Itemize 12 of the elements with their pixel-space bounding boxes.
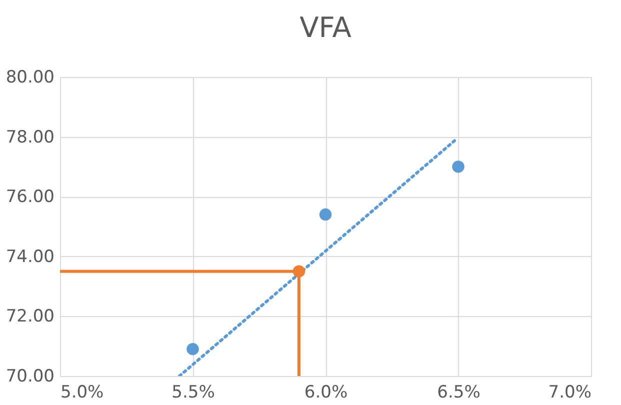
y-tick-label: 80.00 xyxy=(6,68,54,88)
y-tick-label: 70.00 xyxy=(6,366,54,386)
x-tick-label: 5.5% xyxy=(172,382,215,402)
y-tick-label: 72.00 xyxy=(6,306,54,327)
chart-title: VFA xyxy=(300,11,352,44)
x-tick-label: 7.0% xyxy=(548,382,592,402)
y-tick-label: 74.00 xyxy=(6,246,54,267)
x-tick-label: 6.0% xyxy=(304,382,348,402)
x-tick-label: 5.0% xyxy=(60,382,104,402)
y-tick-label: 76.00 xyxy=(6,187,54,208)
x-tick-label: 6.5% xyxy=(437,382,480,402)
y-tick-label: 78.00 xyxy=(6,127,54,148)
